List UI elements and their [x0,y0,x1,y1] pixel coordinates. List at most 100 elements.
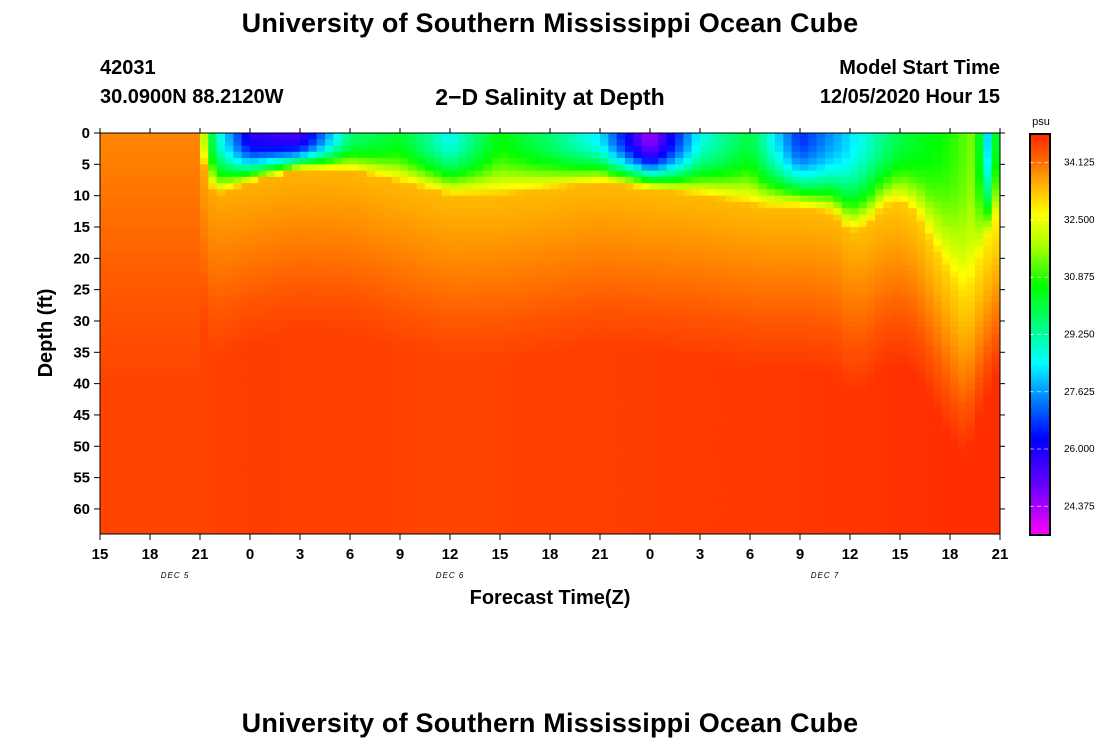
heatmap-cell [741,314,751,322]
heatmap-cell [300,358,309,366]
heatmap-cell [666,515,676,523]
heatmap-cell [500,183,509,190]
heatmap-cell [208,270,218,278]
heatmap-cell [683,164,693,172]
heatmap-cell [650,277,659,284]
heatmap-cell [733,465,743,472]
heatmap-cell [425,527,434,534]
heatmap-cell [716,264,726,272]
heatmap-cell [450,352,459,360]
heatmap-cell [641,289,651,297]
heatmap-cell [116,465,126,472]
heatmap-cell [275,527,284,534]
heatmap-cell [191,252,201,259]
heatmap-cell [366,502,376,510]
heatmap-cell [533,233,543,241]
heatmap-cell [608,446,618,454]
heatmap-cell [700,289,709,297]
heatmap-cell [458,502,468,510]
heatmap-cell [358,233,368,241]
heatmap-cell [600,333,609,341]
heatmap-cell [741,327,751,335]
heatmap-cell [183,414,193,422]
heatmap-cell [491,258,501,266]
heatmap-cell [641,170,651,178]
heatmap-cell [416,483,426,491]
heatmap-cell [200,452,209,460]
heatmap-cell [300,396,309,404]
heatmap-cell [450,527,459,534]
heatmap-cell [208,490,218,498]
heatmap-cell [691,220,701,228]
heatmap-cell [616,133,626,140]
heatmap-cell [633,377,643,385]
heatmap-cell [608,252,618,259]
heatmap-cell [200,208,209,216]
heatmap-cell [116,452,126,460]
heatmap-cell [383,139,393,147]
heatmap-cell [275,220,284,228]
heatmap-cell [441,458,451,466]
heatmap-cell [125,289,134,297]
heatmap-cell [283,158,293,165]
heatmap-cell [308,440,318,447]
heatmap-cell [358,214,368,222]
heatmap-cell [133,226,143,234]
heatmap-cell [725,151,734,159]
heatmap-cell [691,427,701,435]
heatmap-cell [608,245,618,253]
heatmap-cell [491,414,501,422]
heatmap-cell [666,446,676,454]
heatmap-cell [216,502,226,510]
heatmap-cell [358,189,368,197]
heatmap-cell [133,139,143,147]
heatmap-cell [341,327,351,335]
heatmap-cell [650,320,659,328]
heatmap-cell [558,158,568,165]
heatmap-cell [741,151,751,159]
heatmap-cell [450,508,459,516]
heatmap-cell [308,214,318,222]
heatmap-cell [475,133,484,140]
heatmap-cell [308,364,318,372]
heatmap-cell [433,264,443,272]
heatmap-cell [283,364,293,372]
heatmap-cell [366,402,376,410]
heatmap-cell [491,277,501,284]
heatmap-cell [683,490,693,498]
heatmap-cell [100,465,109,472]
heatmap-cell [341,245,351,253]
heatmap-cell [100,314,109,322]
heatmap-cell [450,496,459,504]
heatmap-cell [633,408,643,416]
heatmap-cell [266,408,276,416]
heatmap-cell [741,264,751,272]
heatmap-cell [291,220,301,228]
heatmap-cell [291,383,301,391]
heatmap-cell [566,170,576,178]
heatmap-cell [408,295,418,303]
heatmap-cell [150,245,159,253]
heatmap-cell [250,264,259,272]
heatmap-cell [408,427,418,435]
heatmap-cell [316,277,326,284]
heatmap-cell [525,314,534,322]
heatmap-cell [741,483,751,491]
heatmap-cell [500,208,509,216]
heatmap-cell [250,208,259,216]
heatmap-cell [291,508,301,516]
heatmap-cell [675,421,684,429]
heatmap-cell [516,339,526,347]
heatmap-cell [166,502,176,510]
heatmap-cell [733,277,743,284]
heatmap-cell [166,226,176,234]
heatmap-cell [108,214,118,222]
heatmap-cell [316,352,326,360]
heatmap-cell [358,465,368,472]
heatmap-cell [608,170,618,178]
heatmap-cell [400,496,409,504]
heatmap-cell [708,515,718,523]
heatmap-cell [683,458,693,466]
heatmap-cell [675,364,684,372]
heatmap-cell [216,139,226,147]
